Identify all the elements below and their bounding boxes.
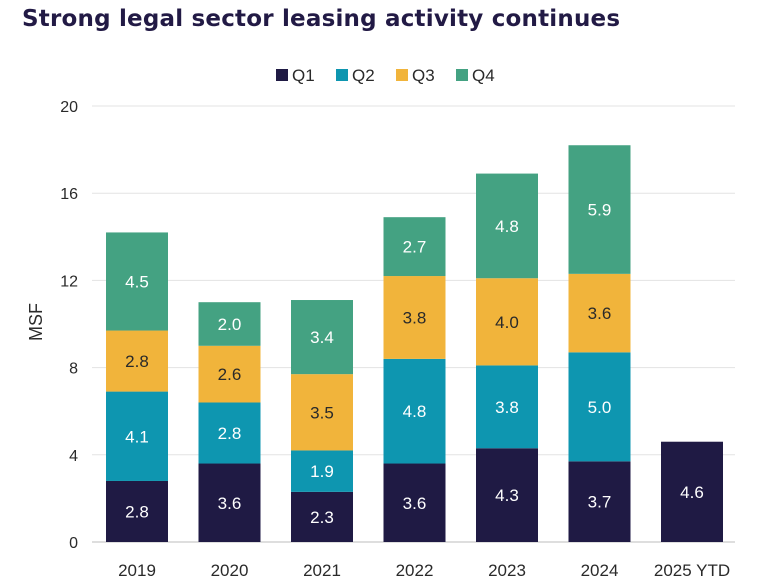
bar-segment [661,441,723,542]
data-label: 4.6 [680,483,704,502]
x-tick-label: 2024 [581,561,619,580]
legend-swatch [336,69,348,81]
y-tick-label: 16 [60,186,78,203]
bar-segment [383,217,446,277]
bars [106,145,723,542]
x-tick-label: 2019 [118,561,156,580]
bar-segment [291,374,353,451]
x-tick-label: 2020 [211,561,249,580]
y-tick-label: 4 [69,448,78,465]
y-tick-label: 0 [69,535,78,552]
data-label: 2.3 [310,508,334,527]
data-label: 3.4 [310,328,334,347]
bar-segment [476,278,538,366]
legend-swatch [396,69,408,81]
bar-segment [198,402,261,464]
legend-swatch [456,69,468,81]
legend-item: Q1 [276,66,315,85]
bar-segment [568,352,631,462]
bar-segment [198,463,261,542]
data-labels: 2.8 4.1 2.8 4.5 3.6 2.8 2.6 2.0 2.3 1.9 3.5 3.4 3.6 4… [125,201,704,527]
legend-label: Q4 [472,66,495,85]
bar-segment [198,345,261,403]
legend-label: Q1 [292,66,315,85]
data-label: 4.5 [125,272,149,291]
legend-item: Q2 [336,66,375,85]
legend: Q1 Q2 Q3 Q4 [276,66,495,85]
y-tick-label: 20 [60,99,78,116]
data-label: 2.6 [218,365,242,384]
bar-segment [476,173,538,279]
data-label: 2.8 [125,502,149,521]
x-tick-label: 2021 [303,561,341,580]
bar-segment [568,273,631,353]
y-axis: 0 4 8 12 16 20 [60,99,78,552]
bar-segment [291,300,353,375]
bar-segment [383,276,446,359]
data-label: 3.8 [403,308,427,327]
x-tick-label: 2022 [396,561,434,580]
bar-segment [383,358,446,464]
data-label: 2.8 [218,424,242,443]
data-label: 4.0 [495,313,519,332]
data-label: 2.7 [403,238,427,257]
chart-title: Strong legal sector leasing activity con… [22,6,621,32]
bar-segment [106,330,168,392]
data-label: 3.6 [403,494,427,513]
legend-item: Q4 [456,66,495,85]
bar-segment [198,302,261,346]
y-tick-label: 12 [60,273,78,290]
x-tick-label: 2025 YTD [654,561,730,580]
data-label: 1.9 [310,462,334,481]
data-label: 4.8 [495,217,519,236]
bar-segment [106,232,168,331]
bar-segment [383,463,446,542]
data-label: 3.6 [218,494,242,513]
data-label: 3.7 [588,493,612,512]
y-tick-label: 8 [69,361,78,378]
legend-item: Q3 [396,66,435,85]
data-label: 2.0 [218,315,242,334]
data-label: 2.8 [125,352,149,371]
legend-label: Q3 [412,66,435,85]
legend-swatch [276,69,288,81]
bar-segment [291,450,353,492]
data-label: 4.1 [125,427,149,446]
data-label: 4.8 [403,402,427,421]
y-axis-label: MSF [26,303,46,341]
data-label: 5.0 [588,398,612,417]
data-label: 3.5 [310,403,334,422]
data-label: 5.9 [588,201,612,220]
x-axis: 2019 2020 2021 2022 2023 2024 2025 YTD [118,561,730,580]
bar-segment [291,491,353,542]
legend-label: Q2 [352,66,375,85]
data-label: 3.8 [495,398,519,417]
data-label: 4.3 [495,486,519,505]
data-label: 3.6 [588,304,612,323]
bar-segment [568,461,631,542]
bar-segment [476,448,538,542]
bar-segment [568,145,631,274]
bar-segment [106,391,168,481]
x-tick-label: 2023 [488,561,526,580]
bar-segment [476,365,538,449]
bar-segment [106,480,168,542]
